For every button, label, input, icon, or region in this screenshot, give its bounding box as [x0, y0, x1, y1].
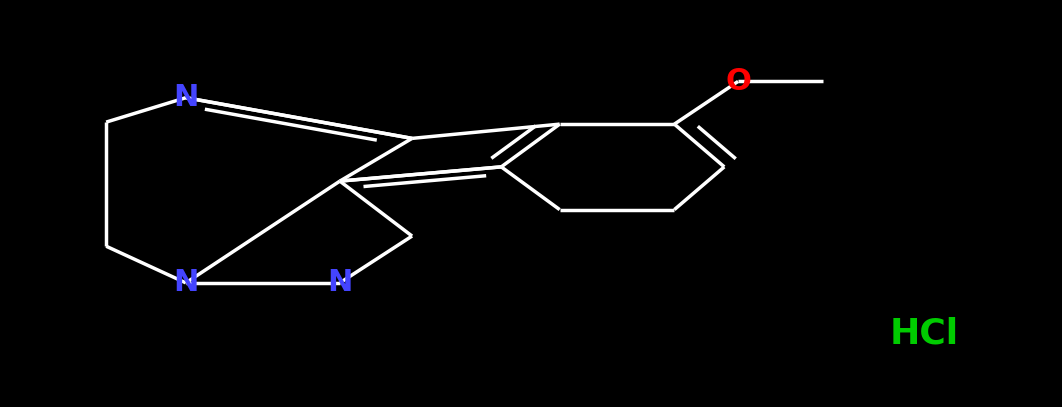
Text: O: O [725, 67, 751, 96]
Text: HCl: HCl [889, 317, 959, 351]
Text: N: N [327, 268, 353, 298]
Text: N: N [173, 268, 199, 298]
Text: N: N [173, 83, 199, 112]
